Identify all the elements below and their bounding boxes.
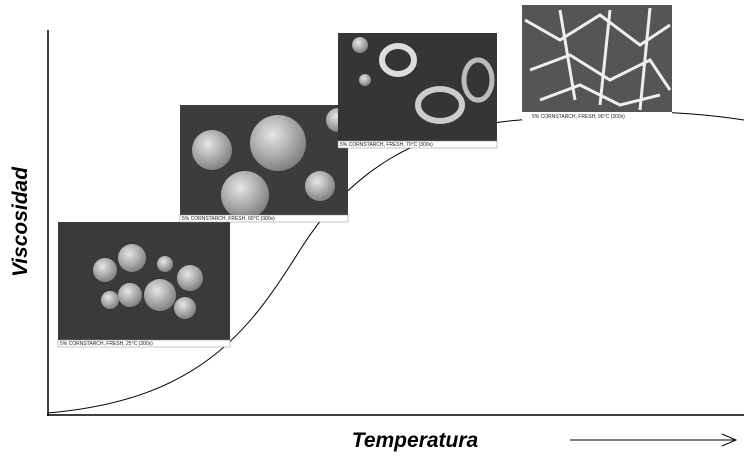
caption: 5% CORNSTARCH, FRESH, 90°C (300x) <box>532 114 625 120</box>
micrograph-4: 5% CORNSTARCH, FRESH, 90°C (300x) <box>522 5 672 120</box>
y-label: Viscosidad <box>9 166 32 277</box>
diagram: Viscosidad Temperatura 5% CORNSTARCH, FR… <box>0 0 744 459</box>
micrograph-1: 5% CORNSTARCH, FRESH, 25°C (300x) <box>58 222 230 347</box>
caption: 5% CORNSTARCH, FRESH, 25°C (300x) <box>60 341 153 347</box>
micrograph-2: 5% CORNSTARCH, FRESH, 60°C (300x) <box>180 105 350 222</box>
micrograph-3: 5% CORNSTARCH, FRESH, 70°C (300x) <box>338 33 497 148</box>
caption: 5% CORNSTARCH, FRESH, 60°C (300x) <box>182 216 275 222</box>
arrow <box>570 434 736 446</box>
x-label: Temperatura <box>352 429 479 452</box>
caption: 5% CORNSTARCH, FRESH, 70°C (300x) <box>340 142 433 148</box>
